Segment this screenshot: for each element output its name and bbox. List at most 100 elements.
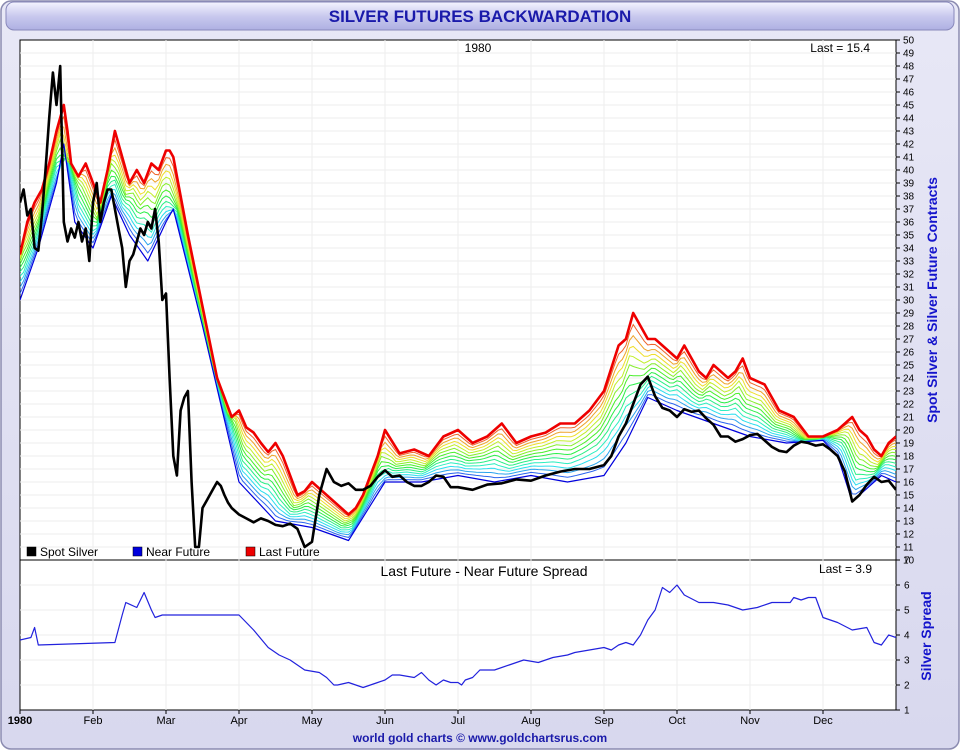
y-tick-label: 38 — [903, 192, 915, 203]
x-tick-label: Dec — [813, 715, 833, 727]
intermediate-contract-line — [20, 154, 896, 527]
spread-chart-title: Last Future - Near Future Spread — [381, 563, 588, 579]
spread-y-tick-label: 3 — [904, 656, 910, 667]
spread-grid — [20, 560, 896, 710]
y-tick-label: 44 — [903, 114, 915, 125]
legend-label-last-future: Last Future — [259, 545, 320, 559]
intermediate-contract-line — [20, 138, 896, 524]
y-tick-label: 18 — [903, 452, 915, 463]
y-tick-label: 26 — [903, 348, 915, 359]
y-tick-label: 34 — [903, 244, 915, 255]
y-tick-label: 11 — [903, 543, 914, 554]
x-tick-label: Apr — [230, 715, 247, 727]
y-tick-label: 12 — [903, 530, 915, 541]
y-tick-label: 30 — [903, 296, 915, 307]
y-tick-label: 19 — [903, 439, 915, 450]
y-tick-label: 13 — [903, 517, 915, 528]
y-tick-label: 22 — [903, 400, 915, 411]
legend: Spot Silver Near Future Last Future — [26, 545, 320, 559]
y-tick-label: 36 — [903, 218, 915, 229]
legend-label-near-future: Near Future — [146, 545, 210, 559]
y-tick-label: 43 — [903, 127, 915, 138]
intermediate-contract-line — [20, 128, 896, 520]
intermediate-contract-line — [20, 156, 896, 533]
intermediate-contract-line — [20, 149, 896, 538]
y-tick-label: 29 — [903, 309, 915, 320]
y-tick-label: 15 — [903, 491, 915, 502]
y-tick-label: 24 — [903, 374, 915, 385]
main-y-axis-title: Spot Silver & Silver Future Contracts — [924, 177, 940, 423]
main-last-value-label: Last = 15.4 — [810, 41, 870, 55]
x-tick-label: Aug — [521, 715, 541, 727]
intermediate-contract-line — [20, 125, 896, 518]
y-tick-label: 21 — [903, 413, 915, 424]
main-y-axis: 10 11 12 13 14 15 16 17 18 19 20 21 22 23 24 25 26 27 28 29… — [896, 36, 915, 567]
y-tick-label: 14 — [903, 504, 915, 515]
chart-title: SILVER FUTURES BACKWARDATION — [329, 7, 632, 26]
y-tick-label: 17 — [903, 465, 915, 476]
y-tick-label: 16 — [903, 478, 915, 489]
y-tick-label: 40 — [903, 166, 915, 177]
intermediate-contract-line — [20, 153, 896, 536]
spread-y-axis-title: Silver Spread — [918, 591, 934, 681]
x-tick-label: Sep — [594, 715, 614, 727]
y-tick-label: 49 — [903, 49, 915, 60]
y-tick-label: 48 — [903, 62, 915, 73]
main-chart-year-label: 1980 — [465, 41, 492, 55]
y-tick-label: 33 — [903, 257, 915, 268]
series-line-last-future — [20, 103, 896, 516]
x-tick-label: Jul — [451, 715, 465, 727]
spread-y-tick-label: 7 — [904, 556, 910, 567]
spread-y-tick-label: 2 — [904, 681, 910, 692]
y-tick-label: 47 — [903, 75, 915, 86]
spread-y-tick-label: 1 — [904, 706, 910, 717]
x-tick-label: Jun — [376, 715, 394, 727]
y-tick-label: 25 — [903, 361, 915, 372]
series-line-near-future — [20, 143, 896, 542]
intermediate-contract-line — [20, 146, 896, 526]
y-tick-label: 46 — [903, 88, 915, 99]
spread-series-lines — [20, 584, 896, 689]
spread-last-value-label: Last = 3.9 — [819, 562, 872, 576]
footer-credit: world gold charts © www.goldchartsrus.co… — [352, 731, 607, 745]
spread-y-tick-label: 4 — [904, 631, 910, 642]
y-tick-label: 23 — [903, 387, 915, 398]
series-line-spot-silver — [20, 64, 896, 549]
future-contract-bands — [20, 115, 896, 538]
x-axis: 1980 Feb Mar Apr May Jun Jul Aug Sep Oct Nov Dec — [8, 710, 833, 727]
y-tick-label: 41 — [903, 153, 915, 164]
x-tick-label: Oct — [668, 715, 685, 727]
y-tick-label: 10 — [903, 556, 915, 567]
spread-y-axis: 1 2 3 4 5 6 7 — [896, 556, 910, 717]
x-tick-label: Mar — [157, 715, 176, 727]
legend-label-spot-silver: Spot Silver — [40, 545, 98, 559]
y-tick-label: 50 — [903, 36, 915, 47]
legend-swatch-spot-silver — [26, 546, 37, 557]
y-tick-label: 39 — [903, 179, 915, 190]
y-tick-label: 32 — [903, 270, 915, 281]
x-tick-label: May — [302, 715, 323, 727]
x-tick-label: Nov — [740, 715, 760, 727]
series-line-spread — [20, 584, 896, 689]
intermediate-contract-line — [20, 152, 896, 529]
y-tick-label: 35 — [903, 231, 915, 242]
intermediate-contract-line — [20, 152, 896, 531]
x-tick-label: 1980 — [8, 715, 32, 727]
title-bar — [5, 1, 955, 31]
intermediate-contract-line — [20, 115, 896, 517]
spread-y-tick-label: 5 — [904, 606, 910, 617]
y-tick-label: 37 — [903, 205, 915, 216]
y-tick-label: 31 — [903, 283, 915, 294]
x-tick-label: Feb — [84, 715, 103, 727]
y-tick-label: 20 — [903, 426, 915, 437]
y-tick-label: 45 — [903, 101, 915, 112]
main-series-lines — [20, 64, 896, 549]
legend-swatch-near-future — [132, 546, 143, 557]
y-tick-label: 27 — [903, 335, 915, 346]
intermediate-contract-line — [20, 132, 896, 522]
main-grid — [20, 40, 896, 560]
y-tick-label: 42 — [903, 140, 915, 151]
spread-y-tick-label: 6 — [904, 581, 910, 592]
y-tick-label: 28 — [903, 322, 915, 333]
